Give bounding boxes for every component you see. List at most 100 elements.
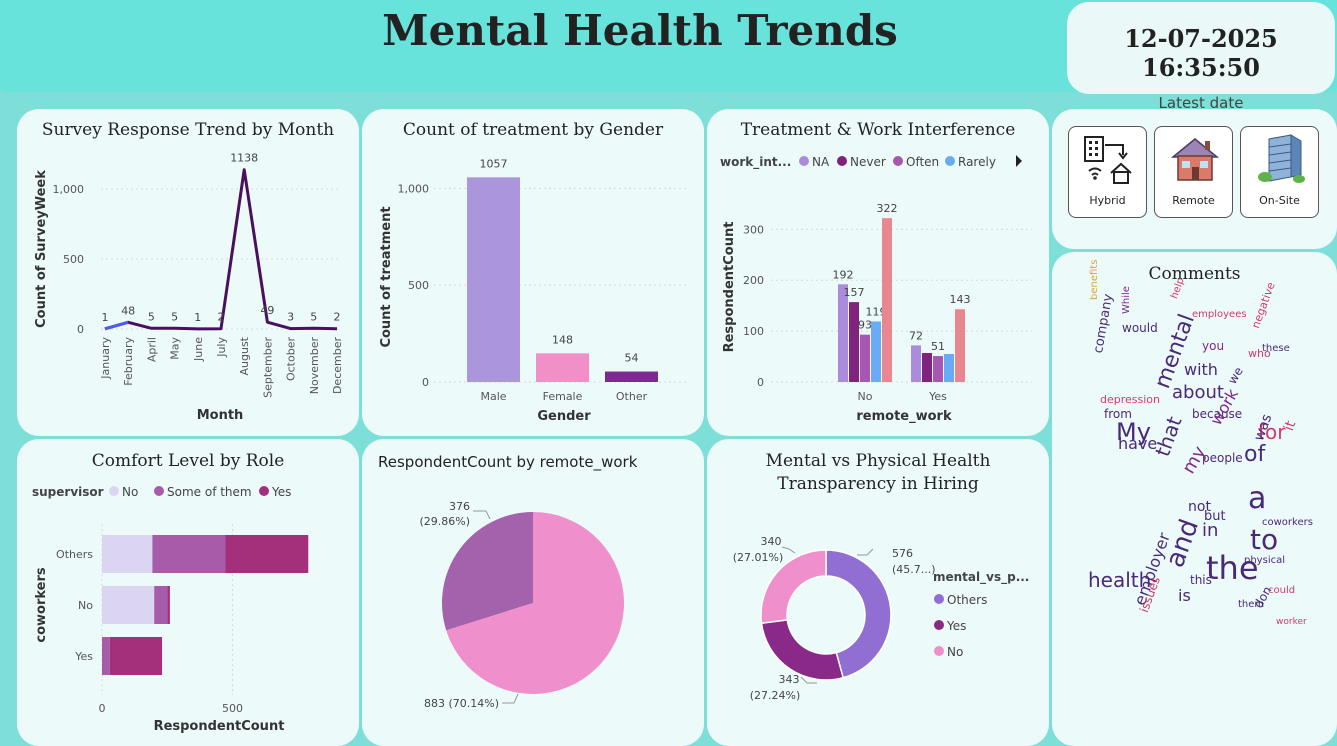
transparency-title: Mental vs Physical Health Transparency i… — [765, 451, 991, 494]
hybrid-work-icon — [1084, 136, 1132, 184]
on-site-button[interactable]: On-Site — [1240, 126, 1319, 218]
x-tick-label: November — [308, 337, 321, 395]
y-tick-label: 200 — [743, 274, 764, 287]
x-axis-title: Month — [197, 408, 244, 423]
word-with: with — [1184, 360, 1218, 379]
data-label: 72 — [909, 329, 923, 342]
data-label: 54 — [625, 352, 639, 365]
bar — [944, 354, 954, 382]
survey-trend-chart[interactable]: 0 500 1,000 1 January 48 February 5 April 5 May 1 Ju… — [17, 109, 359, 436]
word-coworkers: coworkers — [1262, 517, 1313, 528]
bar-segment — [102, 586, 155, 624]
data-label: (27.24%) — [750, 689, 801, 702]
legend-label: Yes — [946, 619, 966, 633]
comments-card[interactable]: Comments benefits While help would negative e… — [1052, 252, 1337, 746]
word-physical: physical — [1244, 555, 1285, 566]
data-label: 883 (70.14%) — [424, 697, 499, 710]
bar — [605, 371, 658, 382]
bar — [849, 302, 859, 382]
data-label: 322 — [877, 202, 898, 215]
bar — [922, 352, 932, 382]
word-would: would — [1122, 321, 1158, 335]
data-label: 51 — [931, 340, 945, 353]
legend-title: work_int... — [720, 155, 791, 170]
data-label: 143 — [950, 293, 971, 306]
data-label: 157 — [844, 286, 865, 299]
data-label: 1057 — [480, 157, 508, 170]
comments-title: Comments — [1148, 264, 1241, 284]
transparency-donut-chart[interactable]: 576 (45.7...) 343 (27.24%) 340 (27.01%) mental… — [707, 439, 1049, 746]
word-in: in — [1202, 520, 1219, 541]
work-interference-chart[interactable]: work_int... NA Never Often Rarely 0 100 200 300 1… — [707, 109, 1049, 436]
word-health: health — [1088, 568, 1152, 592]
data-label: 119 — [866, 305, 887, 318]
word-benefits: benefits — [1089, 259, 1100, 300]
legend-marker — [259, 486, 269, 496]
x-tick-label: December — [331, 337, 344, 395]
work-interference-title: Treatment & Work Interference — [740, 120, 1016, 140]
series-line — [104, 168, 338, 331]
word-the: the — [1206, 549, 1259, 587]
bar — [536, 353, 589, 382]
x-tick-label: August — [238, 336, 251, 375]
legend-label: Never — [850, 155, 886, 169]
y-tick-label: Yes — [74, 650, 93, 663]
y-tick-label: 300 — [743, 223, 764, 236]
x-axis-title: RespondentCount — [154, 719, 285, 734]
hybrid-button-label: Hybrid — [1089, 194, 1126, 207]
word-but: but — [1204, 509, 1226, 524]
word-while: While — [1121, 286, 1132, 314]
legend-label: Yes — [271, 485, 291, 499]
y-tick-label: 100 — [743, 325, 764, 338]
leader-line — [781, 546, 796, 554]
y-tick-label: 500 — [63, 253, 84, 266]
bar-segment — [152, 535, 226, 573]
bar — [467, 177, 520, 382]
word-employees: employees — [1192, 309, 1247, 320]
hybrid-button[interactable]: Hybrid — [1068, 126, 1147, 218]
work-mode-slicer-card: Hybrid Remote On-Site — [1052, 109, 1337, 249]
comfort-level-card[interactable]: Comfort Level by Role supervisor No Some o… — [17, 439, 359, 746]
word-you: you — [1202, 339, 1225, 353]
remote-work-pie-chart[interactable]: 376 (29.86%) 883 (70.14%) — [362, 439, 704, 746]
comfort-level-title: Comfort Level by Role — [91, 451, 285, 471]
word-this: this — [1190, 573, 1212, 587]
y-axis-title: coworkers — [34, 567, 49, 643]
legend-marker — [893, 156, 903, 166]
data-label: 192 — [833, 268, 854, 281]
legend-marker — [109, 486, 119, 496]
legend-label: NA — [812, 155, 830, 169]
survey-trend-title: Survey Response Trend by Month — [41, 120, 335, 140]
bar-segment — [102, 535, 153, 573]
remote-button[interactable]: Remote — [1154, 126, 1233, 218]
x-tick-label: Female — [543, 390, 583, 403]
legend-next-arrow — [1016, 155, 1022, 167]
bar — [882, 218, 892, 382]
gender-treatment-card[interactable]: Count of treatment by Gender 0 500 1,000 10… — [362, 109, 704, 436]
x-axis-title: remote_work — [856, 409, 952, 424]
survey-trend-card[interactable]: Survey Response Trend by Month 0 500 1,000… — [17, 109, 359, 436]
word-my: My — [1116, 418, 1151, 446]
bar — [933, 356, 943, 382]
bar-segment — [225, 535, 309, 573]
legend-marker — [837, 156, 847, 166]
legend-marker — [934, 620, 944, 630]
transparency-card[interactable]: Mental vs Physical Health Transparency i… — [707, 439, 1049, 746]
word-people: people — [1202, 451, 1243, 465]
word-negative: negative — [1249, 280, 1278, 331]
y-axis-title: Count of SurveyWeek — [34, 170, 49, 328]
x-tick-label: April — [145, 337, 158, 362]
x-axis-title: Gender — [537, 409, 591, 424]
gender-treatment-chart[interactable]: 05001,0001057Male148Female54OtherGenderC… — [362, 109, 704, 436]
remote-work-card[interactable]: RespondentCount by remote_work 376 (29.86… — [362, 439, 704, 746]
word-from: from — [1104, 407, 1132, 421]
comfort-level-chart[interactable]: supervisor No Some of them Yes 0 500 Others No Y… — [17, 439, 359, 746]
y-tick-label: 0 — [757, 376, 764, 389]
work-interference-card[interactable]: Treatment & Work Interference work_int..… — [707, 109, 1049, 436]
y-axis-title: RespondentCount — [722, 222, 737, 353]
legend-marker — [154, 486, 164, 496]
word-of: of — [1244, 442, 1266, 467]
word-could: could — [1268, 585, 1296, 596]
office-building-icon — [1258, 134, 1305, 183]
remote-button-label: Remote — [1172, 194, 1215, 207]
